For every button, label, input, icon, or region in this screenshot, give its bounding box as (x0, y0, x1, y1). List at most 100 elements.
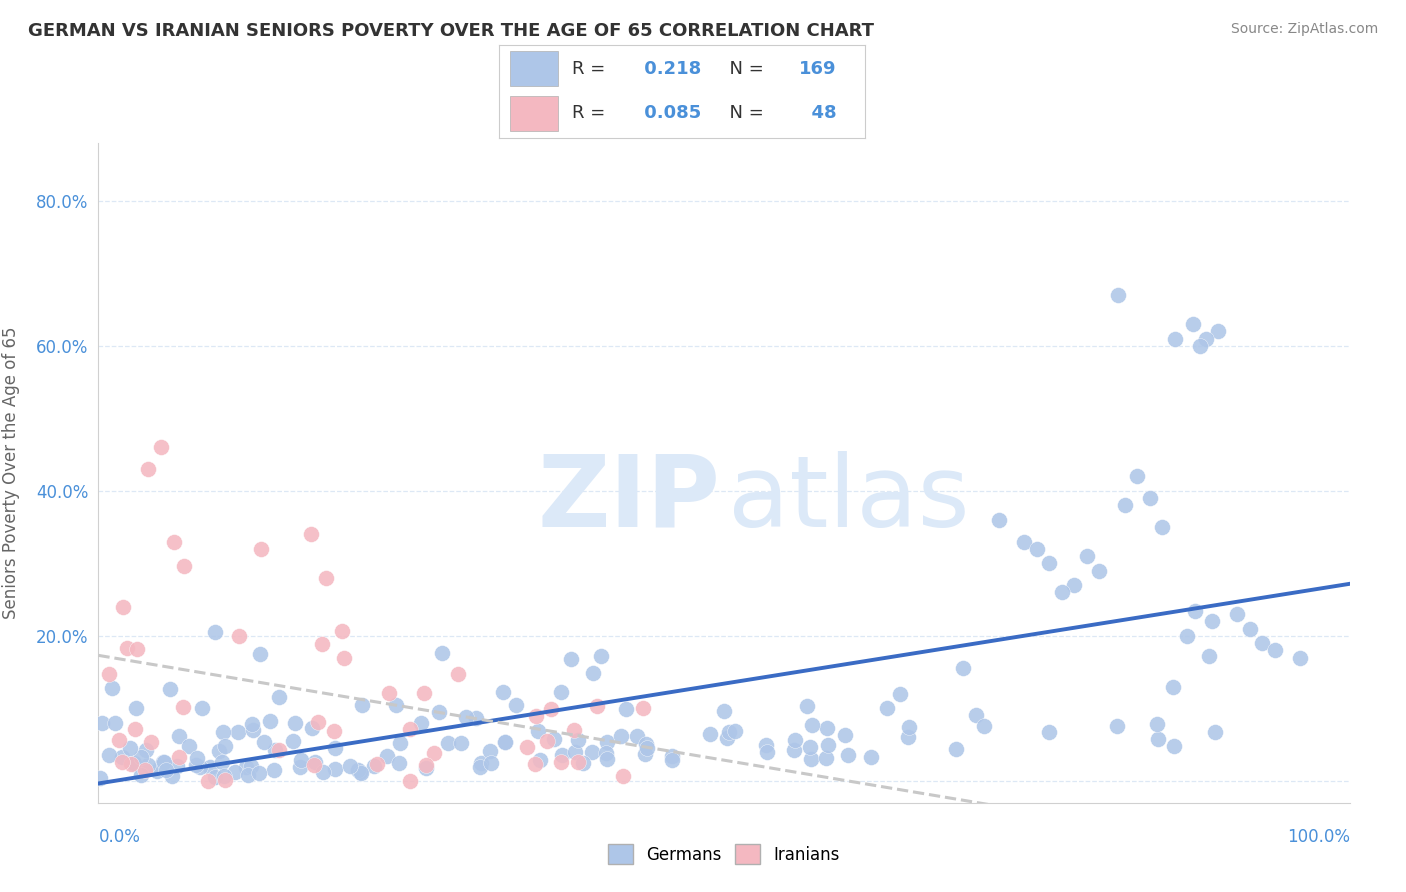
Point (330, 624, 353, 638)
Point (585, 698, 607, 713)
Point (988, 513, 1011, 527)
Point (152, 756, 174, 770)
Y-axis label: Seniors Poverty Over the Age of 65: Seniors Poverty Over the Age of 65 (1, 326, 20, 619)
Point (349, 764, 371, 779)
Point (783, 733, 806, 747)
Point (614, 702, 637, 716)
Point (595, 752, 617, 766)
Point (1184, 604, 1206, 618)
Point (135, 743, 157, 757)
Point (814, 751, 837, 765)
Point (582, 665, 605, 680)
Point (238, 768, 260, 782)
Point (437, 736, 460, 750)
Text: ZIP: ZIP (537, 450, 720, 548)
Point (800, 752, 823, 766)
Point (228, 725, 250, 739)
Point (429, 705, 451, 719)
Point (817, 738, 839, 752)
Point (385, 698, 408, 712)
Point (492, 685, 515, 699)
Point (415, 761, 437, 775)
Point (524, 708, 547, 723)
Text: R =: R = (572, 104, 612, 122)
Point (1126, 469, 1149, 483)
Point (388, 736, 411, 750)
Point (249, 765, 271, 780)
Point (834, 728, 856, 742)
Point (263, 763, 285, 777)
Point (347, 763, 370, 777)
Point (636, 741, 658, 756)
Point (479, 744, 502, 758)
Point (191, 701, 214, 715)
Point (1195, 332, 1218, 346)
Point (290, 753, 312, 767)
Point (149, 760, 172, 774)
Point (717, 725, 740, 739)
Point (214, 739, 236, 753)
Point (550, 685, 572, 699)
Point (167, 750, 190, 764)
Point (468, 760, 491, 774)
Point (529, 753, 551, 767)
Point (129, 768, 152, 782)
Point (138, 758, 160, 772)
Point (595, 746, 617, 760)
Point (186, 751, 208, 765)
Point (716, 731, 738, 745)
Text: 48: 48 (799, 104, 837, 122)
Point (242, 723, 264, 737)
Point (413, 686, 436, 700)
Point (375, 748, 398, 763)
Point (551, 748, 574, 763)
Text: atlas: atlas (728, 450, 970, 548)
Point (253, 735, 276, 749)
Point (661, 754, 683, 768)
Point (125, 642, 148, 657)
Point (965, 708, 987, 723)
Text: N =: N = (718, 60, 770, 78)
Point (323, 740, 346, 755)
Text: 0.218: 0.218 (638, 60, 702, 78)
Point (581, 745, 603, 759)
Point (494, 735, 516, 749)
Point (1038, 724, 1060, 739)
Point (527, 723, 550, 738)
Point (1198, 648, 1220, 663)
Point (1147, 731, 1170, 746)
Point (162, 534, 184, 549)
Point (153, 756, 176, 770)
Point (1063, 578, 1085, 592)
Point (111, 750, 134, 764)
Point (1251, 636, 1274, 650)
Point (159, 681, 181, 696)
Point (101, 681, 124, 695)
Point (311, 637, 333, 651)
Point (211, 755, 233, 769)
Point (173, 559, 195, 574)
Point (1114, 499, 1136, 513)
Point (1076, 549, 1098, 564)
Point (184, 758, 207, 772)
Point (1014, 534, 1036, 549)
Point (299, 527, 322, 541)
Point (876, 701, 898, 715)
Point (505, 698, 527, 712)
Point (169, 729, 191, 743)
Point (756, 745, 779, 759)
Point (1288, 650, 1310, 665)
Point (97, 747, 120, 762)
Point (312, 764, 335, 779)
Point (281, 734, 304, 748)
Point (596, 734, 619, 748)
Point (204, 624, 226, 639)
Point (120, 741, 142, 756)
Point (120, 757, 142, 772)
Point (1239, 622, 1261, 636)
Point (388, 756, 411, 771)
Point (465, 711, 488, 725)
Point (945, 742, 967, 756)
Point (332, 650, 354, 665)
Point (796, 699, 818, 714)
